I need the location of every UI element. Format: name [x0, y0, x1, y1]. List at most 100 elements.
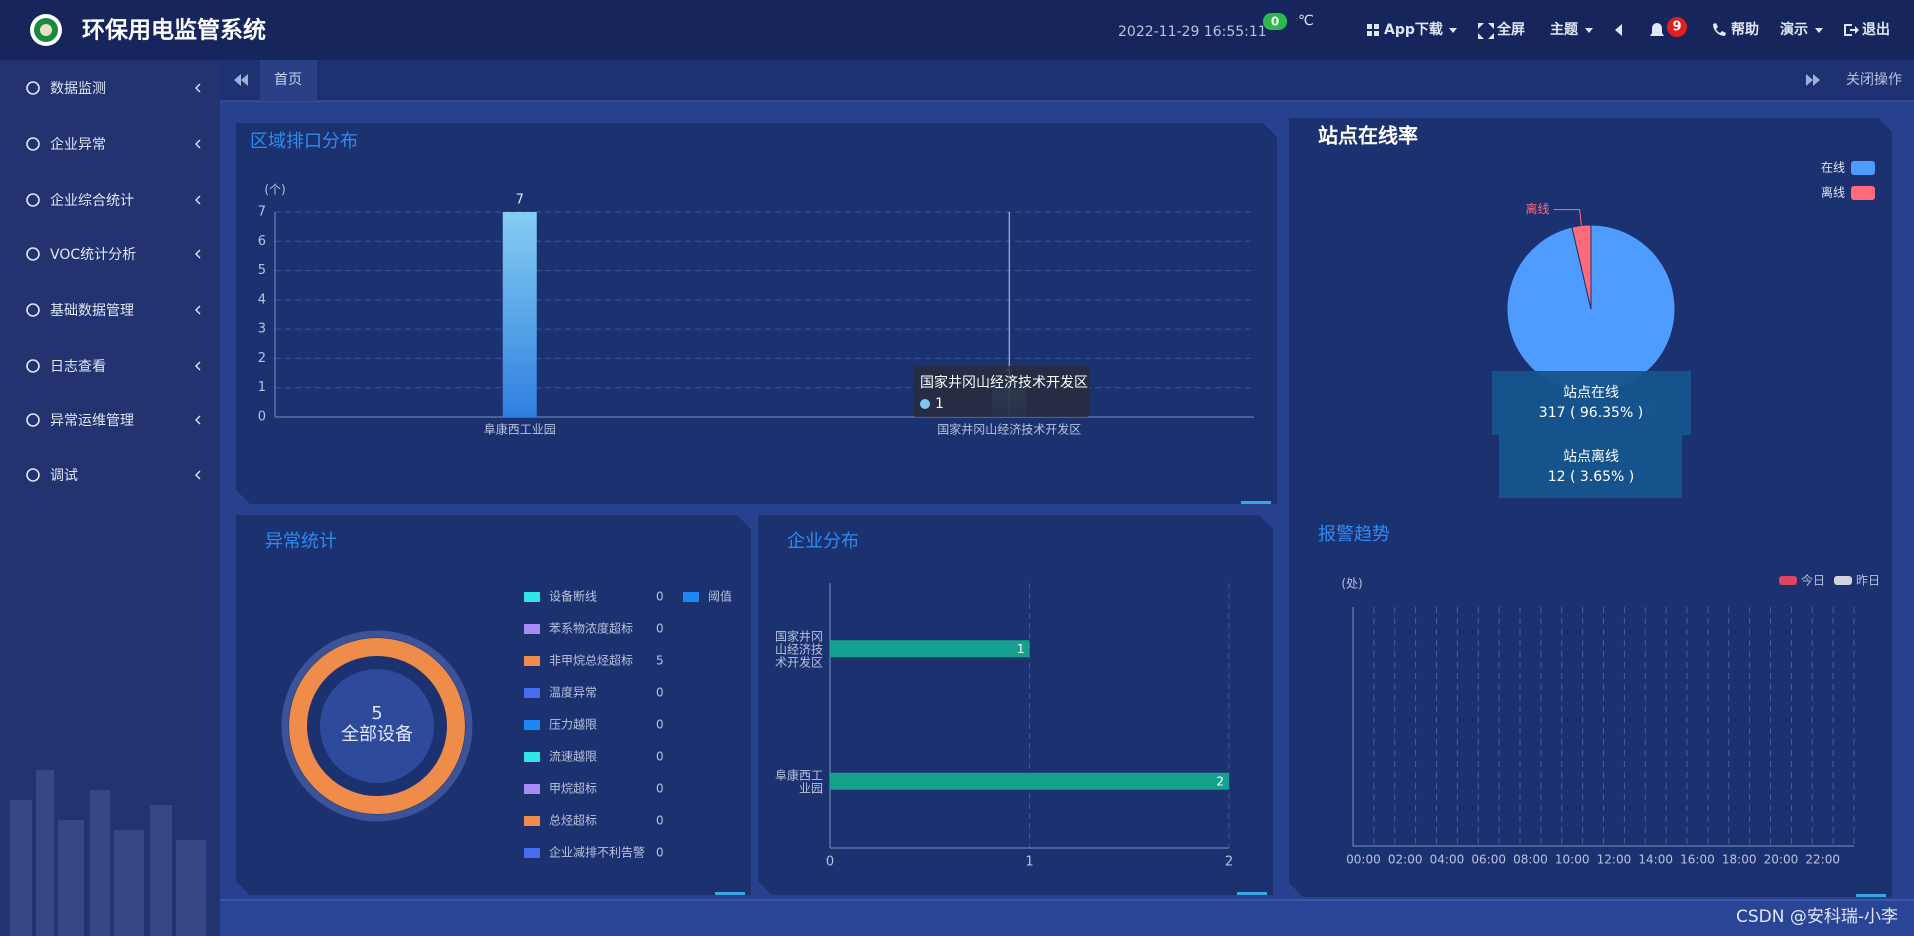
legend-value: 0 [656, 846, 664, 860]
chart-title: 异常统计 [265, 531, 337, 552]
legend-value: 0 [656, 590, 664, 604]
nav-item[interactable]: 退出 [1862, 21, 1890, 38]
bar-value-label: 1 [1017, 642, 1025, 656]
legend-value: 0 [656, 750, 664, 764]
menu-icon [26, 359, 40, 373]
tooltip [1492, 371, 1691, 435]
menu-item[interactable]: 异常运维管理 [50, 413, 134, 429]
temperature-badge [1263, 13, 1287, 30]
menu-arrow [195, 361, 201, 371]
tooltip [1499, 435, 1682, 498]
menu-arrow [195, 139, 201, 149]
y-tick-label: 5 [258, 263, 266, 278]
nav-item[interactable]: 演示 [1780, 21, 1808, 38]
legend-label: 苯系物浓度超标 [549, 621, 633, 636]
nav-item[interactable]: App下载 [1384, 21, 1443, 38]
legend-swatch [524, 752, 540, 762]
y-axis-label: (个) [264, 183, 285, 197]
legend-value: 0 [656, 718, 664, 732]
sidebar [0, 60, 220, 936]
menu-icon [26, 468, 40, 482]
legend-swatch [1834, 576, 1852, 585]
city-silhouette [10, 770, 206, 936]
temperature-value: 0 [1271, 15, 1279, 29]
legend-swatch [524, 784, 540, 794]
menu-icon [26, 303, 40, 317]
legend-value: 5 [656, 654, 664, 668]
notification-badge[interactable] [1667, 17, 1687, 37]
legend-swatch [524, 720, 540, 730]
x-tick-label: 18:00 [1722, 853, 1757, 867]
x-tick-label: 2 [1225, 855, 1233, 870]
temperature-unit: ℃ [1298, 13, 1314, 29]
nav-item[interactable]: 全屏 [1496, 21, 1525, 38]
legend-swatch [524, 592, 540, 602]
nav-item[interactable]: 帮助 [1731, 21, 1759, 38]
panel [758, 515, 1273, 895]
panel [236, 515, 751, 895]
menu-item[interactable]: 基础数据管理 [50, 302, 134, 319]
menu-arrow [195, 470, 201, 480]
legend-swatch [524, 656, 540, 666]
menu-icon [26, 193, 40, 207]
menu-item[interactable]: 企业综合统计 [50, 192, 134, 209]
bar-value-label: 2 [1216, 774, 1224, 788]
menu-icon [26, 413, 40, 427]
donut-center-label: 全部设备 [341, 724, 413, 745]
menu-item[interactable]: 调试 [50, 468, 78, 484]
chart-title: 企业分布 [787, 531, 859, 552]
legend-label: 在线 [1821, 161, 1845, 175]
pie-callout-label: 离线 [1526, 201, 1550, 216]
legend-label: 离线 [1821, 185, 1845, 200]
menu-item[interactable]: VOC统计分析 [50, 247, 136, 263]
legend-label: 阈值 [708, 589, 732, 604]
tab-scroll-left[interactable] [234, 74, 248, 86]
legend-value: 0 [656, 622, 664, 636]
y-tick-label: 0 [258, 410, 266, 425]
pie-slice [1571, 224, 1592, 310]
app-title: 环保用电监管系统 [82, 17, 266, 44]
legend-swatch [1851, 161, 1875, 175]
tab-close-ops[interactable]: 关闭操作 [1846, 72, 1902, 88]
menu-icon [26, 81, 40, 95]
x-tick-label: 16:00 [1680, 853, 1715, 867]
footer [220, 900, 1914, 936]
y-axis-label: (处) [1341, 577, 1362, 591]
logo-core [40, 24, 52, 36]
y-tick-label: 国家井冈山经济技术开发区 [775, 628, 823, 669]
legend-label: 甲烷超标 [549, 781, 597, 796]
x-tick-label: 20:00 [1764, 853, 1799, 867]
tab[interactable] [260, 60, 317, 101]
menu-item[interactable]: 数据监测 [50, 81, 106, 97]
legend-value: 0 [656, 686, 664, 700]
legend-label: 非甲烷总烃超标 [549, 653, 633, 668]
chart-title: 报警趋势 [1318, 524, 1390, 545]
tooltip [913, 366, 1090, 417]
panel-accent [1241, 501, 1271, 504]
x-tick-label: 04:00 [1430, 853, 1465, 867]
x-tick-label: 10:00 [1555, 853, 1590, 867]
tooltip-title: 国家井冈山经济技术开发区 [920, 374, 1088, 391]
x-tick-label: 12:00 [1597, 853, 1632, 867]
bar [502, 212, 537, 417]
panel [236, 123, 1277, 504]
notification-count[interactable]: 9 [1672, 20, 1681, 35]
menu-item[interactable]: 企业异常 [50, 136, 106, 153]
legend-label: 流速越限 [549, 750, 597, 764]
chart-title: 区域排口分布 [250, 131, 358, 152]
x-tick-label: 1 [1025, 855, 1033, 870]
tab-label[interactable]: 首页 [274, 72, 302, 88]
tooltip-value: 12 ( 3.65% ) [1548, 469, 1635, 485]
nav-item[interactable]: 主题 [1550, 21, 1579, 38]
donut-segment [289, 638, 465, 814]
menu-item[interactable]: 日志查看 [50, 359, 106, 375]
watermark: CSDN @安科瑞-小李 [1736, 907, 1898, 927]
donut-glow [281, 630, 473, 822]
legend-label: 总烃超标 [549, 813, 597, 828]
legend-swatch [524, 816, 540, 826]
tab-scroll-right[interactable] [1806, 74, 1820, 86]
legend-label: 设备断线 [549, 589, 597, 604]
pie-callout [1553, 209, 1582, 226]
tab-bar [220, 60, 1914, 101]
tooltip-value: 317 ( 96.35% ) [1539, 405, 1643, 421]
